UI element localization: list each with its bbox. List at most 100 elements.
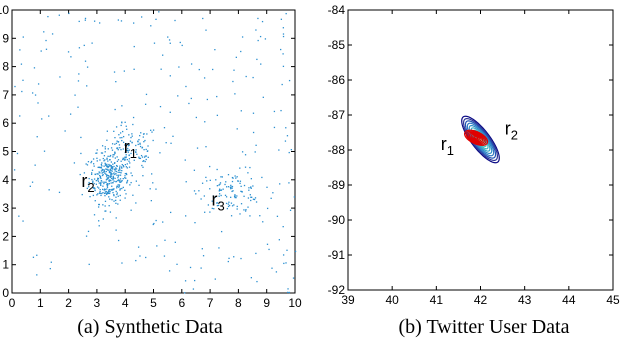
scatter-point [91, 173, 93, 175]
scatter-point [288, 151, 290, 154]
scatter-point [126, 167, 129, 169]
scatter-point [99, 190, 101, 193]
panel-a-ytick-label: 10 [0, 3, 9, 17]
scatter-point [113, 194, 115, 196]
panel-a-label-r2: r2 [81, 171, 94, 195]
scatter-point [100, 180, 103, 182]
scatter-point [176, 263, 178, 265]
scatter-point [111, 185, 113, 187]
scatter-point [120, 172, 122, 174]
scatter-point [124, 189, 126, 192]
panel-b-ytick-label: -86 [328, 73, 346, 87]
scatter-point [278, 149, 280, 151]
scatter-point [108, 190, 110, 192]
scatter-point [106, 188, 108, 190]
scatter-point [125, 177, 127, 179]
scatter-point [122, 158, 124, 161]
scatter-point [141, 146, 144, 149]
scatter-point [114, 108, 116, 111]
panel-b-label-r2: r2 [505, 118, 518, 142]
scatter-point [132, 116, 135, 119]
scatter-point [95, 152, 97, 154]
scatter-point [163, 255, 166, 257]
scatter-point [218, 201, 221, 204]
scatter-point [239, 213, 241, 215]
scatter-point [218, 195, 220, 197]
scatter-point [155, 188, 157, 190]
scatter-point [227, 205, 230, 208]
scatter-point [113, 188, 115, 190]
panel-a-caption: (a) Synthetic Data [77, 316, 223, 338]
scatter-point [114, 152, 116, 155]
panel-a-ytick-label: 7 [2, 88, 9, 102]
scatter-point [112, 156, 114, 158]
scatter-point [216, 168, 218, 171]
scatter-point [220, 176, 222, 178]
scatter-point [236, 195, 238, 197]
scatter-point [276, 215, 279, 217]
scatter-point [43, 150, 46, 152]
scatter-point [145, 158, 147, 161]
scatter-point [131, 142, 133, 144]
scatter-point [220, 194, 222, 197]
scatter-point [139, 134, 141, 137]
scatter-point [211, 207, 213, 210]
scatter-point [139, 157, 142, 160]
scatter-point [218, 193, 221, 195]
scatter-point [118, 134, 120, 136]
panel-a-ytick-label: 9 [2, 31, 9, 45]
scatter-point [113, 200, 115, 202]
scatter-point [126, 159, 128, 161]
scatter-point [127, 151, 129, 153]
scatter-point [112, 179, 114, 181]
scatter-point [88, 181, 90, 184]
scatter-point [216, 114, 219, 117]
scatter-point [141, 16, 143, 18]
scatter-point [236, 208, 238, 210]
scatter-point [104, 210, 106, 212]
scatter-point [123, 70, 125, 72]
scatter-point [95, 183, 98, 185]
scatter-point [205, 146, 207, 148]
scatter-point [110, 166, 112, 168]
scatter-point [50, 261, 52, 263]
scatter-point [73, 162, 76, 164]
scatter-point [124, 175, 126, 177]
scatter-point [121, 139, 123, 142]
panel-a-ytick-label: 6 [2, 116, 9, 130]
scatter-point [88, 177, 90, 180]
scatter-point [273, 110, 276, 113]
scatter-point [115, 170, 118, 173]
scatter-point [240, 203, 243, 205]
scatter-point [163, 127, 166, 129]
scatter-point [96, 152, 98, 154]
scatter-point [214, 49, 216, 51]
scatter-point [109, 171, 111, 174]
scatter-point [282, 27, 285, 29]
scatter-point [227, 186, 230, 188]
scatter-point [278, 239, 280, 241]
scatter-point [116, 192, 118, 194]
scatter-point [228, 257, 230, 260]
scatter-point [97, 179, 99, 181]
scatter-point [115, 142, 118, 145]
scatter-point [104, 188, 106, 191]
scatter-point [184, 159, 186, 161]
scatter-point [111, 166, 113, 168]
scatter-point [114, 170, 116, 172]
scatter-point [93, 182, 95, 185]
scatter-point [106, 163, 108, 166]
synthetic-data-panel: 0 1 2 3 4 5 6 7 8 9 10 0 1 2 3 4 5 6 7 8 9 10 r1 r2 r3 (a) Synt… [0, 3, 302, 338]
scatter-point [181, 44, 183, 47]
scatter-point [98, 203, 100, 206]
scatter-point [120, 181, 122, 183]
scatter-point [261, 20, 264, 23]
scatter-point [254, 197, 257, 199]
scatter-point [13, 169, 16, 171]
scatter-point [104, 159, 106, 161]
scatter-point [224, 194, 227, 196]
scatter-point [168, 39, 171, 41]
scatter-point [231, 205, 234, 207]
scatter-point [85, 235, 88, 237]
scatter-point [87, 183, 90, 185]
